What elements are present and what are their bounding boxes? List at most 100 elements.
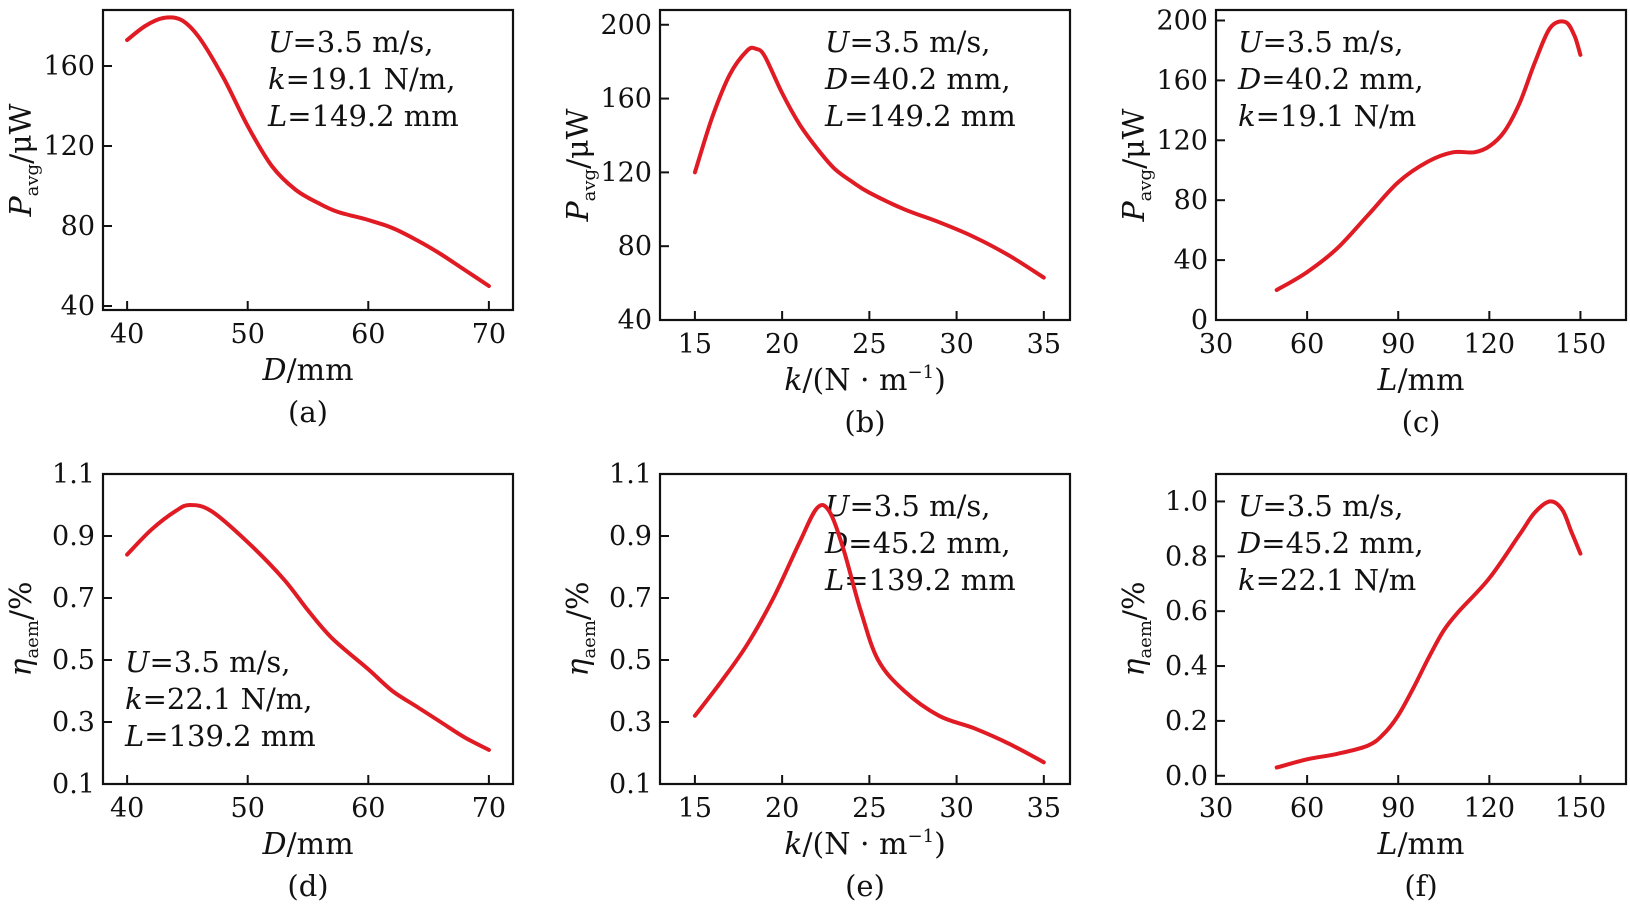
x-axis-label: L/mm — [1377, 363, 1465, 398]
y-tick-label: 0.7 — [52, 583, 95, 614]
panel-d: 40 50 60 70 0.1 0.3 0.5 0.7 0.9 1.1 D/mm ηaem/% (d) U… — [4, 459, 515, 903]
y-axis-label: ηaem/% — [4, 581, 43, 676]
y-axis-label: Pavg/μW — [4, 103, 43, 217]
y-tick-label: 200 — [1156, 5, 1208, 36]
x-tick-label: 25 — [852, 329, 886, 360]
annotation-symbol: U — [825, 25, 851, 59]
y-tick-label: 0 — [1191, 305, 1208, 336]
x-axis-label-unit: /mm — [287, 353, 354, 388]
x-tick-label: 40 — [110, 793, 144, 824]
panel-label: (a) — [288, 395, 328, 429]
x-axis-label: D/mm — [261, 353, 353, 388]
x-tick-label: 20 — [765, 793, 799, 824]
x-axis-label-symbol: D — [261, 353, 286, 388]
y-tick-label: 0.0 — [1165, 761, 1208, 792]
x-tick-label: 15 — [678, 793, 712, 824]
y-tick-label: 0.9 — [52, 521, 95, 552]
annotation-line: L=149.2 mm — [267, 99, 459, 133]
annotation-symbol: k — [125, 682, 143, 716]
annotation-value: =3.5 m/s, — [1262, 25, 1403, 59]
y-tick-label: 0.5 — [52, 645, 95, 676]
x-tick-label: 70 — [472, 319, 506, 350]
series-line — [1274, 19, 1583, 292]
annotation-line: L=139.2 mm — [824, 563, 1016, 597]
annotation-line: k=22.1 N/m — [1238, 563, 1416, 597]
y-axis-label-unit: /μW — [4, 103, 39, 164]
annotation-line: U=3.5 m/s, — [825, 489, 990, 523]
annotation-line: k=19.1 N/m, — [268, 62, 456, 96]
y-tick-label: 160 — [43, 51, 95, 82]
x-tick-label: 60 — [351, 319, 385, 350]
annotation-line: U=3.5 m/s, — [1238, 25, 1403, 59]
y-tick-label: 160 — [1156, 65, 1208, 96]
x-axis-label-tail: ) — [934, 363, 946, 398]
x-axis-label-symbol: k — [784, 363, 802, 398]
y-tick-label: 0.1 — [609, 769, 652, 800]
x-tick-label: 60 — [1290, 329, 1324, 360]
panel-label: (c) — [1402, 405, 1441, 439]
annotation-value: =45.2 mm, — [848, 526, 1010, 560]
series-line — [125, 503, 491, 752]
y-tick-label: 0.5 — [609, 645, 652, 676]
x-tick-label: 120 — [1464, 329, 1516, 360]
y-tick-label: 1.1 — [609, 459, 652, 490]
panel-label: (e) — [845, 869, 885, 903]
x-tick-label: 150 — [1555, 329, 1607, 360]
annotation-value: =3.5 m/s, — [149, 645, 290, 679]
x-tick-label: 120 — [1464, 793, 1516, 824]
y-tick-label: 0.9 — [609, 521, 652, 552]
annotation-symbol: L — [824, 563, 844, 597]
plot-frame — [101, 472, 515, 786]
annotation-symbol: U — [825, 489, 851, 523]
x-axis-label: k/(N · m−1) — [784, 362, 946, 398]
annotation-symbol: U — [1238, 489, 1264, 523]
x-axis-label-symbol: D — [261, 827, 286, 862]
panel-e: 15 20 25 30 35 0.1 0.3 0.5 0.7 0.9 1.1 k/(N · m−1) η… — [561, 459, 1072, 903]
annotation-symbol: U — [268, 25, 294, 59]
y-tick-label: 1.0 — [1165, 486, 1208, 517]
annotation-value: =19.1 N/m — [1256, 99, 1417, 133]
panel-c: 30 60 90 120 150 0 40 80 120 160 200 L/mm Pavg/μW (c)… — [1117, 5, 1628, 439]
y-tick-label: 0.1 — [52, 769, 95, 800]
annotation-symbol: k — [1238, 99, 1256, 133]
x-tick-label: 60 — [351, 793, 385, 824]
annotation-value: =3.5 m/s, — [849, 489, 990, 523]
y-tick-label: 0.8 — [1165, 541, 1208, 572]
x-tick-label: 15 — [678, 329, 712, 360]
annotation-symbol: k — [1238, 563, 1256, 597]
y-tick-label: 0.3 — [609, 707, 652, 738]
y-tick-label: 120 — [1156, 125, 1208, 156]
y-tick-label: 80 — [618, 231, 652, 262]
y-tick-label: 80 — [61, 211, 95, 242]
x-tick-label: 25 — [852, 793, 886, 824]
y-axis-label-symbol: P — [561, 201, 596, 223]
annotation-symbol: k — [268, 62, 286, 96]
x-tick-label: 90 — [1381, 793, 1415, 824]
y-axis-label-unit: /% — [4, 581, 39, 620]
y-tick-label: 0.6 — [1165, 596, 1208, 627]
panel-b: 15 20 25 30 35 40 80 120 160 200 k/(N · m−1) Pavg/μ… — [561, 8, 1072, 439]
series-line — [692, 503, 1046, 765]
annotation-symbol: D — [1237, 526, 1261, 560]
y-tick-label: 1.1 — [52, 459, 95, 490]
y-axis-label-symbol: P — [4, 196, 39, 218]
annotation-line: U=3.5 m/s, — [125, 645, 290, 679]
annotation-value: =3.5 m/s, — [1262, 489, 1403, 523]
y-axis-label-unit: /% — [1117, 581, 1152, 620]
y-tick-label: 200 — [600, 10, 652, 41]
x-axis-label-symbol: L — [1377, 363, 1398, 398]
annotation-line: D=45.2 mm, — [1237, 526, 1424, 560]
annotation-line: U=3.5 m/s, — [825, 25, 990, 59]
annotation-value: =22.1 N/m, — [143, 682, 313, 716]
y-axis-label-subscript: avg — [22, 164, 43, 196]
annotation-value: =139.2 mm — [844, 563, 1016, 597]
x-axis-label-exponent: −1 — [908, 826, 935, 847]
y-axis-label-subscript: aem — [1135, 620, 1156, 658]
y-tick-label: 80 — [1174, 185, 1208, 216]
y-tick-label: 0.3 — [52, 707, 95, 738]
annotation-value: =19.1 N/m, — [286, 62, 456, 96]
y-axis-label-symbol: P — [1117, 201, 1152, 223]
x-axis-label-symbol: L — [1377, 827, 1398, 862]
annotation-symbol: D — [1237, 62, 1261, 96]
annotation-symbol: U — [1238, 25, 1264, 59]
